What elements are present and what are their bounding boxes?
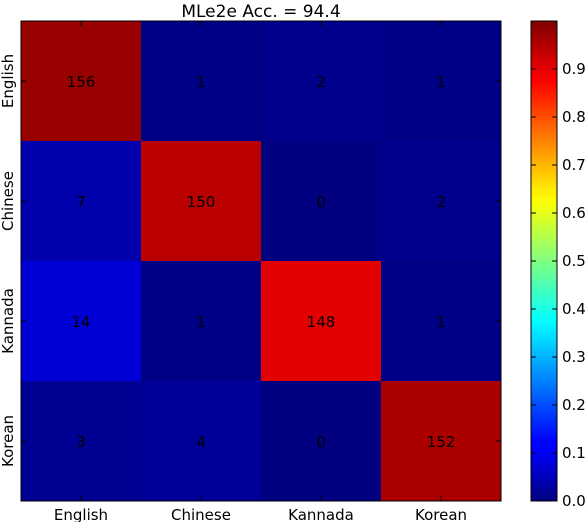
colorbar-tick-label: 0.5	[562, 252, 585, 270]
y-tick-label: English	[0, 54, 17, 108]
cell-value-label: 1	[196, 313, 206, 331]
heatmap-cell	[21, 261, 141, 381]
cell-value-label: 1	[436, 73, 446, 91]
heatmap-cell	[261, 261, 381, 381]
colorbar-tick-label: 0.7	[562, 156, 585, 174]
colorbar-tick-label: 0.9	[562, 60, 585, 78]
cell-value-label: 2	[436, 193, 446, 211]
heatmap-cell	[381, 141, 501, 261]
colorbar-tick-label: 0.0	[562, 492, 585, 510]
heatmap-cell	[261, 21, 381, 141]
heatmap-cell	[141, 261, 261, 381]
heatmap-cell	[21, 141, 141, 261]
cell-value-label: 152	[427, 433, 456, 451]
x-axis-ticks: English Chinese Kannada Korean	[54, 21, 467, 522]
y-axis-ticks: English Chinese Kannada Korean	[0, 54, 501, 467]
x-tick-label: English	[54, 506, 108, 522]
heatmap-cell	[381, 261, 501, 381]
heatmap-cell	[21, 381, 141, 501]
colorbar-ticks: 0.0 0.1 0.2 0.3 0.4 0.5 0.6 0.7 0.8 0.9	[531, 60, 585, 510]
colorbar-tick-label: 0.4	[562, 300, 585, 318]
heatmap-cell	[141, 381, 261, 501]
colorbar-tick-label: 0.8	[562, 108, 585, 126]
cell-value-label: 0	[316, 433, 326, 451]
heatmap-cell	[141, 21, 261, 141]
colorbar-tick-label: 0.1	[562, 444, 585, 462]
heatmap-cell	[261, 381, 381, 501]
cell-value-label: 156	[67, 73, 96, 91]
colorbar-tick-label: 0.3	[562, 348, 585, 366]
y-tick-label: Chinese	[0, 171, 17, 231]
x-tick-label: Korean	[415, 506, 467, 522]
x-tick-label: Chinese	[171, 506, 231, 522]
heatmap-cell	[261, 141, 381, 261]
cell-value-label: 148	[307, 313, 336, 331]
plot-frame	[20, 20, 502, 502]
heatmap-cell	[381, 21, 501, 141]
y-tick-label: Kannada	[0, 288, 17, 354]
cell-value-label: 4	[196, 433, 206, 451]
colorbar-tick-label: 0.2	[562, 396, 585, 414]
chart-title: MLe2e Acc. = 94.4	[181, 2, 340, 22]
cell-value-label: 14	[71, 313, 90, 331]
heatmap-cells	[21, 21, 501, 501]
cell-value-label: 2	[316, 73, 326, 91]
cell-value-label: 1	[436, 313, 446, 331]
heatmap-cell	[141, 141, 261, 261]
heatmap-cell	[21, 21, 141, 141]
cell-value-label: 7	[76, 193, 86, 211]
cell-value-label: 1	[196, 73, 206, 91]
cell-value-label: 0	[316, 193, 326, 211]
heatmap-cell-labels: 156 1 2 1 7 150 0 2 14 1 148 1 3 4 0 152	[67, 73, 456, 451]
heatmap-cell	[381, 381, 501, 501]
cell-value-label: 3	[76, 433, 86, 451]
y-tick-label: Korean	[0, 415, 17, 467]
colorbar-tick-label: 0.6	[562, 204, 585, 222]
cell-value-label: 150	[187, 193, 216, 211]
x-tick-label: Kannada	[288, 506, 354, 522]
